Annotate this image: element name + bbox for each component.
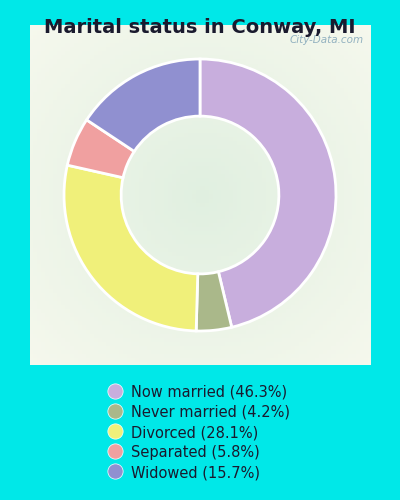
Wedge shape <box>67 120 134 178</box>
Wedge shape <box>200 59 336 327</box>
Text: Marital status in Conway, MI: Marital status in Conway, MI <box>44 18 356 37</box>
Wedge shape <box>64 165 198 331</box>
Legend: Now married (46.3%), Never married (4.2%), Divorced (28.1%), Separated (5.8%), W: Now married (46.3%), Never married (4.2%… <box>104 379 296 486</box>
Text: City-Data.com: City-Data.com <box>289 35 363 45</box>
Wedge shape <box>196 272 232 331</box>
Wedge shape <box>87 59 200 152</box>
